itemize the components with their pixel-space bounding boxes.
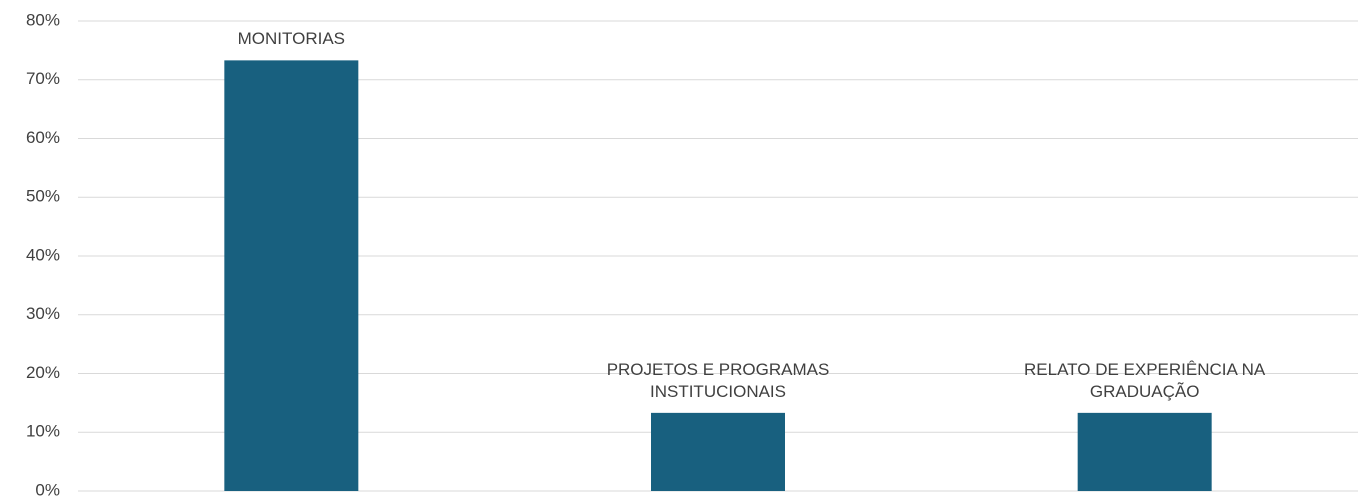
category-label: PROJETOS E PROGRAMAS INSTITUCIONAIS bbox=[606, 359, 830, 401]
y-tick-label: 70% bbox=[26, 69, 60, 88]
bar bbox=[651, 412, 785, 491]
bar bbox=[224, 60, 359, 492]
y-tick-label: 20% bbox=[26, 363, 60, 382]
category-label: MONITORIAS bbox=[237, 29, 346, 49]
y-tick-label: 80% bbox=[26, 10, 60, 29]
y-tick-label: 50% bbox=[26, 187, 60, 206]
bar bbox=[1077, 412, 1212, 491]
y-tick-label: 10% bbox=[26, 422, 60, 441]
y-tick-label: 40% bbox=[26, 245, 60, 264]
category-label: RELATO DE EXPERIÊNCIA NA GRADUAÇÃO bbox=[1024, 359, 1266, 401]
y-tick-label: 30% bbox=[26, 304, 60, 323]
y-tick-label: 60% bbox=[26, 128, 60, 147]
y-tick-label: 0% bbox=[35, 480, 60, 499]
